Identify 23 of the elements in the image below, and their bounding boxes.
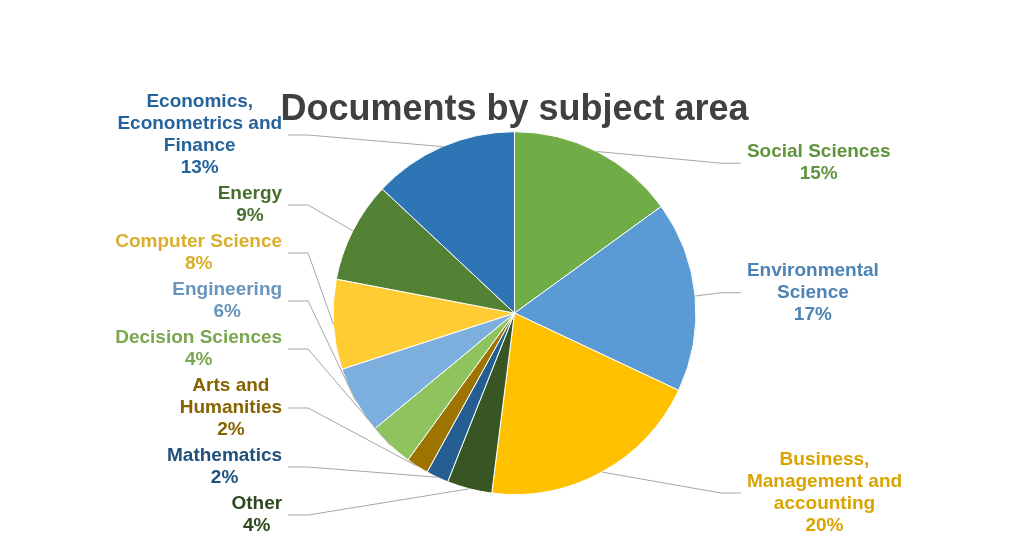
slice-label: Social Sciences [746,140,891,162]
data-label: 8% [184,252,213,274]
slice-label: Environmental Science [746,258,879,302]
data-label: 2% [210,466,239,488]
data-label: 2% [217,418,245,440]
slice-label: Arts and Humanities [179,374,283,418]
slice-label: Business, Management and accounting [746,448,903,514]
slice-label: Energy [217,182,283,204]
data-label: 6% [213,300,242,322]
slice-label: Engineering [172,278,283,300]
slice-label: Mathematics [167,444,283,466]
data-label: 9% [236,204,264,226]
data-label: 20% [805,514,844,536]
data-label: 17% [793,302,832,324]
data-label: 15% [799,162,838,184]
slice-label: Other [231,492,283,514]
chart-title: Documents by subject area [280,86,750,128]
data-label: 4% [184,348,213,370]
slice-label: Computer Science [115,230,283,252]
slice-label: Decision Sciences [115,326,283,348]
data-label: 4% [243,514,271,536]
data-label: 13% [180,156,219,178]
slice-label: Economics, Econometrics and Finance [117,90,283,156]
